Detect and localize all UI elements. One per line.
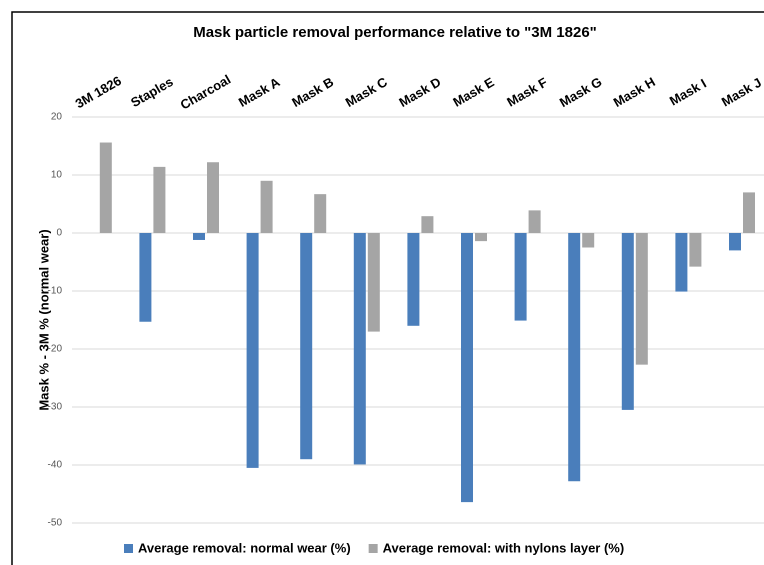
y-tick-label: -20 bbox=[48, 344, 63, 355]
bar bbox=[99, 142, 112, 233]
legend-swatch bbox=[368, 544, 378, 553]
bar bbox=[514, 233, 527, 321]
legend-label: Average removal: with nylons layer (%) bbox=[383, 540, 625, 555]
y-tick-label: -30 bbox=[48, 402, 63, 413]
bar bbox=[139, 233, 152, 322]
bar bbox=[193, 233, 205, 240]
bar bbox=[475, 233, 487, 242]
bar bbox=[314, 194, 327, 233]
chart-frame bbox=[11, 11, 764, 565]
x-tick-label: Mask A bbox=[236, 74, 283, 110]
bar bbox=[153, 166, 166, 233]
x-tick-label: Mask G bbox=[557, 74, 605, 110]
bar bbox=[743, 192, 755, 233]
bar bbox=[207, 162, 219, 233]
bar bbox=[461, 233, 473, 503]
x-tick-label: Mask J bbox=[719, 75, 764, 110]
bar bbox=[689, 233, 702, 267]
bar bbox=[353, 233, 366, 465]
x-tick-label: Mask H bbox=[611, 74, 658, 110]
bar bbox=[621, 233, 634, 410]
y-tick-label: 10 bbox=[51, 170, 63, 181]
x-tick-label: Mask I bbox=[667, 76, 709, 109]
bar bbox=[407, 233, 420, 326]
y-tick-label: -10 bbox=[48, 286, 63, 297]
legend-swatch bbox=[124, 544, 133, 553]
bar bbox=[260, 180, 273, 233]
legend-label: Average removal: normal wear (%) bbox=[138, 540, 351, 555]
y-tick-label: -50 bbox=[48, 518, 63, 529]
x-tick-label: Mask C bbox=[343, 74, 390, 110]
x-tick-label: 3M 1826 bbox=[73, 73, 124, 111]
x-tick-label: Mask F bbox=[504, 75, 550, 110]
bar bbox=[421, 216, 434, 233]
x-tick-label: Mask E bbox=[450, 74, 497, 110]
bar bbox=[367, 233, 380, 332]
x-tick-label: Staples bbox=[128, 74, 176, 110]
y-axis-label: Mask % - 3M % (normal wear) bbox=[36, 229, 51, 410]
y-tick-label: 0 bbox=[56, 228, 62, 239]
x-tick-label: Mask B bbox=[289, 74, 336, 110]
bar bbox=[300, 233, 313, 460]
chart-title: Mask particle removal performance relati… bbox=[193, 24, 597, 41]
bar bbox=[635, 233, 648, 365]
bar bbox=[729, 233, 741, 251]
bar bbox=[528, 210, 541, 233]
bar bbox=[582, 233, 595, 248]
x-tick-label: Mask D bbox=[396, 74, 443, 110]
y-tick-label: -40 bbox=[48, 460, 63, 471]
x-tick-label: Charcoal bbox=[178, 72, 234, 113]
bar bbox=[246, 233, 259, 468]
bar bbox=[568, 233, 581, 482]
y-tick-label: 20 bbox=[51, 112, 63, 123]
bar bbox=[675, 233, 688, 292]
